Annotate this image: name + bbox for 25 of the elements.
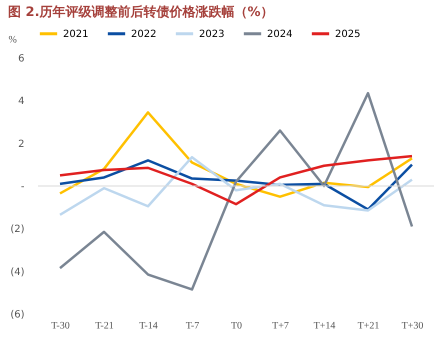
legend-label: 2022 <box>131 28 156 40</box>
x-tick-label: T-14 <box>139 320 158 332</box>
y-tick-label: - <box>20 182 25 192</box>
legend-label: 2021 <box>63 28 88 40</box>
y-axis-title: % <box>8 34 17 46</box>
x-tick-label: T+14 <box>314 320 336 332</box>
y-tick-label: 4 <box>18 96 24 108</box>
y-tick-label: (4) <box>10 266 25 278</box>
x-tick-label: T0 <box>230 320 242 332</box>
line-series <box>58 154 414 206</box>
line-series <box>58 92 414 291</box>
y-tick-label: 6 <box>18 54 24 64</box>
legend-label: 2023 <box>199 28 224 40</box>
y-tick-label: (6) <box>10 310 25 320</box>
x-tick-label: T+21 <box>358 320 380 332</box>
x-tick-label: T+7 <box>272 320 289 332</box>
chart-title: 图 2.历年评级调整前后转债价格涨跌幅（%） <box>8 4 274 20</box>
legend-label: 2025 <box>335 28 360 40</box>
x-tick-label: T+30 <box>402 320 424 332</box>
legend-label: 2024 <box>267 28 292 40</box>
x-tick-label: T-7 <box>186 320 200 332</box>
x-tick-label: T-21 <box>95 320 114 332</box>
y-tick-label: (2) <box>10 224 25 236</box>
y-tick-label: 2 <box>18 138 24 150</box>
x-tick-label: T-30 <box>51 320 70 332</box>
